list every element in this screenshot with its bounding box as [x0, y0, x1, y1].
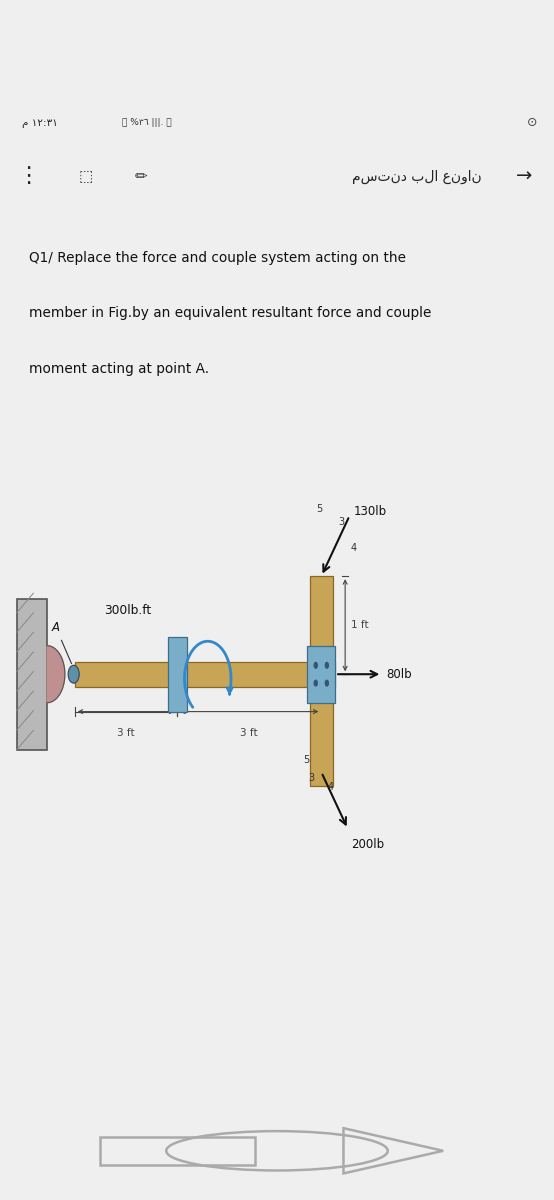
- Text: 3 ft: 3 ft: [117, 727, 135, 738]
- Text: 4: 4: [328, 782, 334, 792]
- Text: ✏: ✏: [135, 169, 148, 184]
- Circle shape: [325, 679, 329, 686]
- Text: 5: 5: [303, 755, 309, 766]
- Text: ⬚: ⬚: [79, 169, 93, 184]
- Bar: [307, 646, 335, 703]
- Text: م ۱۲:۳۱: م ۱۲:۳۱: [22, 118, 58, 127]
- Text: Q1/ Replace the force and couple system acting on the: Q1/ Replace the force and couple system …: [29, 251, 406, 265]
- Text: 300lb.ft: 300lb.ft: [104, 604, 151, 617]
- Bar: [310, 576, 333, 786]
- Circle shape: [314, 679, 318, 686]
- Text: ⋮: ⋮: [17, 167, 39, 186]
- Text: A: A: [52, 622, 60, 635]
- Circle shape: [325, 661, 329, 668]
- Text: مستند بلا عنوان: مستند بلا عنوان: [352, 169, 482, 184]
- Bar: [100, 1138, 255, 1164]
- Text: 5: 5: [316, 504, 323, 514]
- Text: 🔒 %۳٦ |||. 🔔: 🔒 %۳٦ |||. 🔔: [122, 118, 172, 127]
- Text: 80lb: 80lb: [387, 667, 412, 680]
- Text: ⊙: ⊙: [527, 116, 537, 130]
- Text: 1 ft: 1 ft: [351, 620, 368, 630]
- Text: 130lb: 130lb: [354, 505, 387, 517]
- Text: moment acting at point A.: moment acting at point A.: [29, 361, 209, 376]
- Text: →: →: [515, 167, 532, 186]
- Text: 3 ft: 3 ft: [240, 727, 258, 738]
- Bar: [75, 661, 335, 686]
- Text: 3: 3: [338, 517, 344, 527]
- Text: member in Fig.by an equivalent resultant force and couple: member in Fig.by an equivalent resultant…: [29, 306, 431, 320]
- Text: 3: 3: [309, 773, 315, 784]
- Text: 200lb: 200lb: [351, 838, 384, 851]
- Text: 4: 4: [350, 544, 356, 553]
- Bar: [168, 637, 187, 712]
- Bar: [17, 599, 47, 750]
- Circle shape: [314, 661, 318, 668]
- Polygon shape: [47, 646, 65, 703]
- Circle shape: [68, 665, 79, 683]
